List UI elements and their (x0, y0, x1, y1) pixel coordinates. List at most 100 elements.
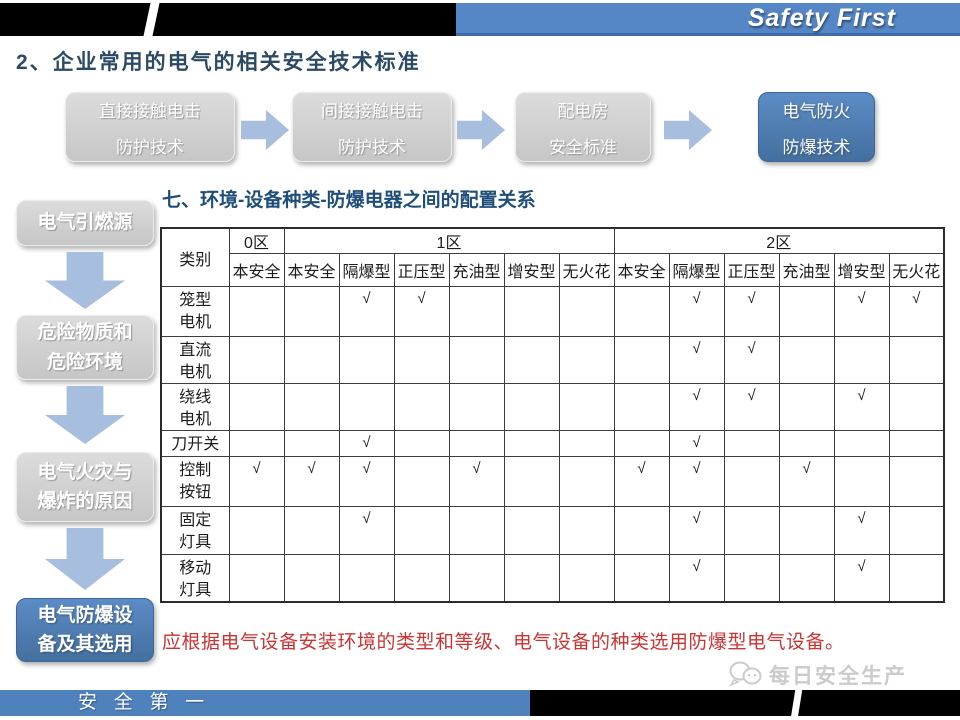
table-type-header: 正压型 (723, 253, 780, 287)
empty-cell (503, 505, 560, 555)
table-corner-header: 类别 (160, 227, 230, 287)
flow-step-line2: 防爆技术 (782, 137, 851, 157)
table-row: 移动 灯具 √ √ (160, 553, 945, 603)
conclusion-note: 应根据电气设备安装环境的类型和等级、电气设备的种类选用防爆型电气设备。 (162, 632, 845, 653)
table-zone-header: 1区 (283, 227, 615, 254)
empty-cell (503, 455, 560, 507)
empty-cell (393, 383, 450, 432)
flow-arrow-right-icon (664, 110, 712, 150)
flow-step-fire-explosion-active: 电气防火 防爆技术 (758, 92, 875, 162)
sidebar-item-fire-causes: 电气火灾与 爆炸的原因 (16, 452, 154, 522)
check-mark-cell: √ (833, 505, 890, 555)
empty-cell (613, 383, 670, 432)
check-mark-cell: √ (668, 553, 725, 603)
check-mark-cell: √ (833, 553, 890, 603)
empty-cell (283, 553, 340, 603)
table-type-header: 本安全 (228, 253, 285, 287)
empty-cell (228, 430, 285, 457)
table-type-header: 本安全 (613, 253, 670, 287)
sidebar-arrow-down-icon (45, 386, 125, 444)
check-mark-cell: √ (668, 430, 725, 457)
wechat-bubbles-icon (729, 661, 762, 687)
table-type-header: 隔爆型 (668, 253, 725, 287)
empty-cell (393, 335, 450, 385)
empty-cell (393, 553, 450, 603)
empty-cell (228, 553, 285, 603)
empty-cell (613, 430, 670, 457)
empty-cell (833, 455, 890, 507)
empty-cell (778, 335, 835, 385)
check-mark-cell: √ (283, 455, 340, 507)
flow-step-line2: 安全标准 (549, 137, 617, 157)
watermark-text: 每日安全生产 (769, 665, 907, 688)
empty-cell (888, 335, 945, 385)
footer-slogan: 安 全 第 一 (78, 692, 211, 713)
empty-cell (503, 286, 560, 337)
table-row-label: 刀开关 (160, 430, 230, 457)
table-type-header: 增安型 (833, 253, 890, 287)
check-mark-cell: √ (723, 335, 780, 385)
check-mark-cell: √ (228, 455, 285, 507)
empty-cell (558, 335, 615, 385)
table-type-header: 无火花 (888, 253, 945, 287)
empty-cell (723, 553, 780, 603)
empty-cell (228, 286, 285, 337)
empty-cell (283, 430, 340, 457)
empty-cell (778, 430, 835, 457)
flow-step-line1: 间接接触电击 (321, 101, 423, 121)
empty-cell (448, 335, 505, 385)
table-type-header: 充油型 (778, 253, 835, 287)
flow-step-direct-contact: 直接接触电击 防护技术 (65, 92, 235, 162)
check-mark-cell: √ (338, 430, 395, 457)
table-row-label: 控制 按钮 (160, 455, 230, 507)
brand-slogan: Safety First (747, 3, 896, 32)
empty-cell (778, 286, 835, 337)
check-mark-cell: √ (668, 383, 725, 432)
bottom-bar-black (530, 690, 960, 716)
table-row-label: 固定 灯具 (160, 505, 230, 555)
empty-cell (393, 505, 450, 555)
flow-step-power-room: 配电房 安全标准 (515, 92, 651, 162)
empty-cell (558, 383, 615, 432)
check-mark-cell: √ (833, 286, 890, 337)
empty-cell (558, 553, 615, 603)
check-mark-cell: √ (668, 505, 725, 555)
table-row-label: 绕线 电机 (160, 383, 230, 432)
empty-cell (503, 383, 560, 432)
check-mark-cell: √ (448, 455, 505, 507)
table-row-label: 笼型 电机 (160, 286, 230, 337)
empty-cell (778, 553, 835, 603)
empty-cell (338, 383, 395, 432)
check-mark-cell: √ (833, 383, 890, 432)
empty-cell (888, 383, 945, 432)
table-row: 固定 灯具 √ √ √ (160, 505, 945, 555)
empty-cell (778, 383, 835, 432)
check-mark-cell: √ (668, 286, 725, 337)
empty-cell (503, 430, 560, 457)
table-row: 控制 按钮 √ √ √ √ √ √ √ (160, 455, 945, 507)
empty-cell (888, 430, 945, 457)
empty-cell (393, 430, 450, 457)
empty-cell (283, 505, 340, 555)
bottom-bar-blue: 安 全 第 一 (0, 690, 530, 716)
empty-cell (393, 455, 450, 507)
empty-cell (448, 505, 505, 555)
sidebar-item-equipment-selection-active: 电气防爆设 备及其选用 (16, 598, 154, 662)
empty-cell (613, 505, 670, 555)
empty-cell (613, 286, 670, 337)
check-mark-cell: √ (723, 286, 780, 337)
table-row: 直流 电机 √ √ (160, 335, 945, 385)
empty-cell (228, 383, 285, 432)
table-row-label: 移动 灯具 (160, 553, 230, 603)
flow-arrow-right-icon (457, 110, 505, 150)
empty-cell (283, 286, 340, 337)
empty-cell (723, 455, 780, 507)
config-table-wrap: 类别 0区 1区 2区 本安全 本安全 隔爆型 正压型 充油型 增安型 无火花 本安全 隔爆型 正压型 充油… (160, 227, 945, 604)
check-mark-cell: √ (338, 505, 395, 555)
empty-cell (558, 505, 615, 555)
watermark: 每日安全生产 (728, 660, 907, 690)
empty-cell (338, 553, 395, 603)
page-title: 2、企业常用的电气的相关安全技术标准 (16, 51, 421, 74)
empty-cell (558, 286, 615, 337)
